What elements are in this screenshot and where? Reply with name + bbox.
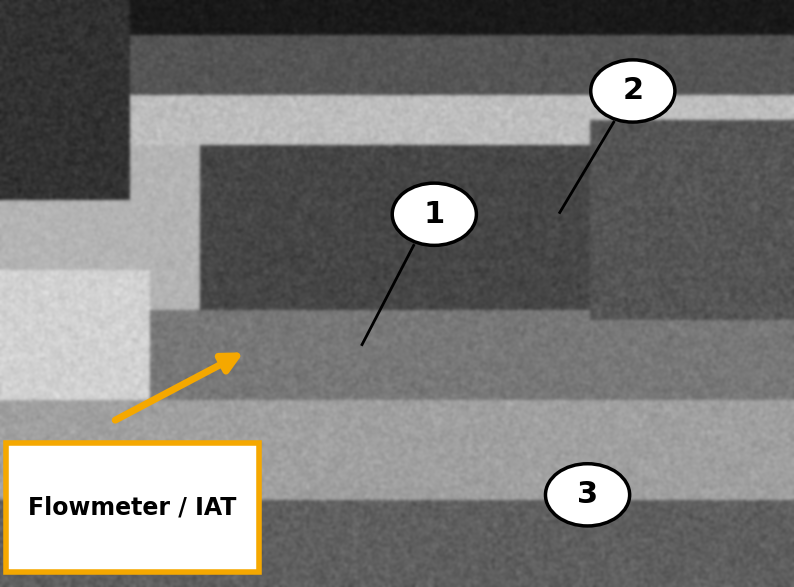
Circle shape — [591, 60, 675, 122]
Text: 3: 3 — [577, 480, 598, 510]
Text: 2: 2 — [622, 76, 643, 106]
Text: 1: 1 — [424, 200, 445, 229]
Circle shape — [545, 464, 630, 526]
Text: Flowmeter / IAT: Flowmeter / IAT — [29, 496, 237, 519]
FancyBboxPatch shape — [6, 443, 259, 572]
Circle shape — [392, 183, 476, 245]
